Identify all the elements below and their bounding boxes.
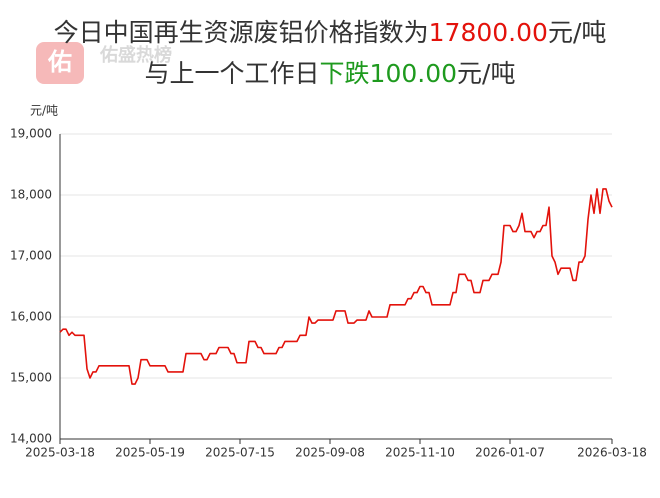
watermark-icon-bg bbox=[36, 42, 84, 84]
x-tick-label: 2025-03-18 bbox=[25, 446, 95, 460]
x-tick-label: 2026-01-07 bbox=[475, 446, 545, 460]
watermark-name: 佑盛热榜 bbox=[99, 44, 172, 66]
subtitle-change: 下跌100.00 bbox=[320, 59, 457, 88]
y-tick-label: 15,000 bbox=[10, 371, 52, 385]
x-tick-label: 2025-07-15 bbox=[205, 446, 275, 460]
y-tick-label: 17,000 bbox=[10, 249, 52, 263]
x-tick-label: 2025-11-10 bbox=[385, 446, 455, 460]
y-unit: 元/吨 bbox=[30, 104, 58, 118]
watermark: 佑 佑盛热榜 bbox=[36, 42, 172, 84]
subtitle-text: 与上一个工作日 bbox=[145, 59, 320, 88]
title-unit: 元/吨 bbox=[548, 18, 606, 47]
y-tick-label: 19,000 bbox=[10, 127, 52, 141]
y-tick-label: 16,000 bbox=[10, 310, 52, 324]
subtitle-unit: 元/吨 bbox=[457, 59, 515, 88]
x-tick-label: 2025-09-08 bbox=[295, 446, 365, 460]
title-text: 今日中国再生资源废铝价格指数为 bbox=[54, 18, 429, 47]
watermark-icon: 佑 bbox=[47, 48, 72, 76]
y-tick-label: 18,000 bbox=[10, 188, 52, 202]
chart-title: 今日中国再生资源废铝价格指数为17800.00元/吨 bbox=[54, 18, 607, 47]
x-tick-label: 2026-03-18 bbox=[577, 446, 647, 460]
x-tick-label: 2025-05-19 bbox=[115, 446, 185, 460]
chart-subtitle: 与上一个工作日下跌100.00元/吨 bbox=[145, 59, 516, 88]
price-line bbox=[59, 188, 613, 385]
y-tick-label: 14,000 bbox=[10, 432, 52, 446]
title-price: 17800.00 bbox=[429, 18, 548, 47]
